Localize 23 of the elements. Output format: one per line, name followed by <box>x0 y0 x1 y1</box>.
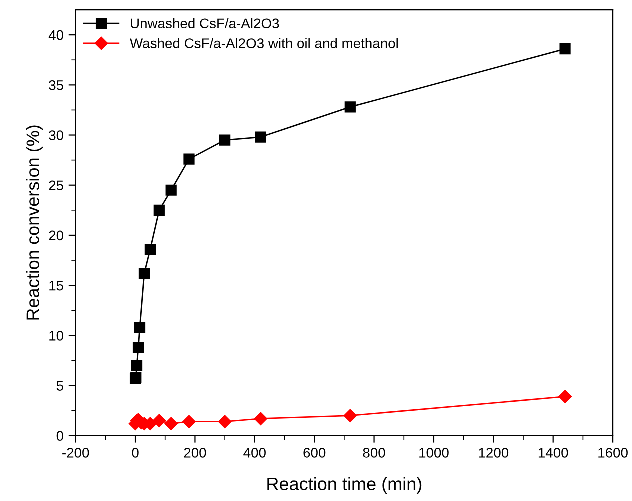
x-tick-label: 200 <box>184 448 206 458</box>
y-tick-label: 25 <box>49 180 64 191</box>
y-tick-label: 15 <box>50 281 64 291</box>
x-tick-label: 400 <box>244 448 266 458</box>
y-tick-label: 40 <box>48 30 64 40</box>
y-tick-label: 0 <box>56 431 64 442</box>
x-tick-label: 0 <box>132 448 139 458</box>
y-tick-label: 20 <box>49 230 64 241</box>
x-tick-label: 1400 <box>538 448 568 458</box>
y-tick-label: 5 <box>56 381 64 391</box>
x-tick-label: 800 <box>363 448 386 458</box>
x-axis-title: Reaction time (min) <box>268 477 422 494</box>
y-tick-label: 30 <box>49 130 64 140</box>
legend-label: Washed CsF/a-Al2O3 with oil and methanol <box>130 38 398 48</box>
x-tick-label: 1600 <box>598 448 628 458</box>
x-tick-label: 600 <box>304 448 326 458</box>
legend-label: Unwashed CsF/a-Al2O3 <box>131 18 280 29</box>
y-tick-label: 35 <box>49 80 64 90</box>
y-tick-label: 10 <box>50 331 64 341</box>
x-tick-label: 1200 <box>479 448 509 458</box>
y-axis-title: Reaction conversion (%) <box>26 126 44 320</box>
x-tick-label: 1000 <box>420 448 449 458</box>
x-tick-label: -200 <box>62 448 90 458</box>
